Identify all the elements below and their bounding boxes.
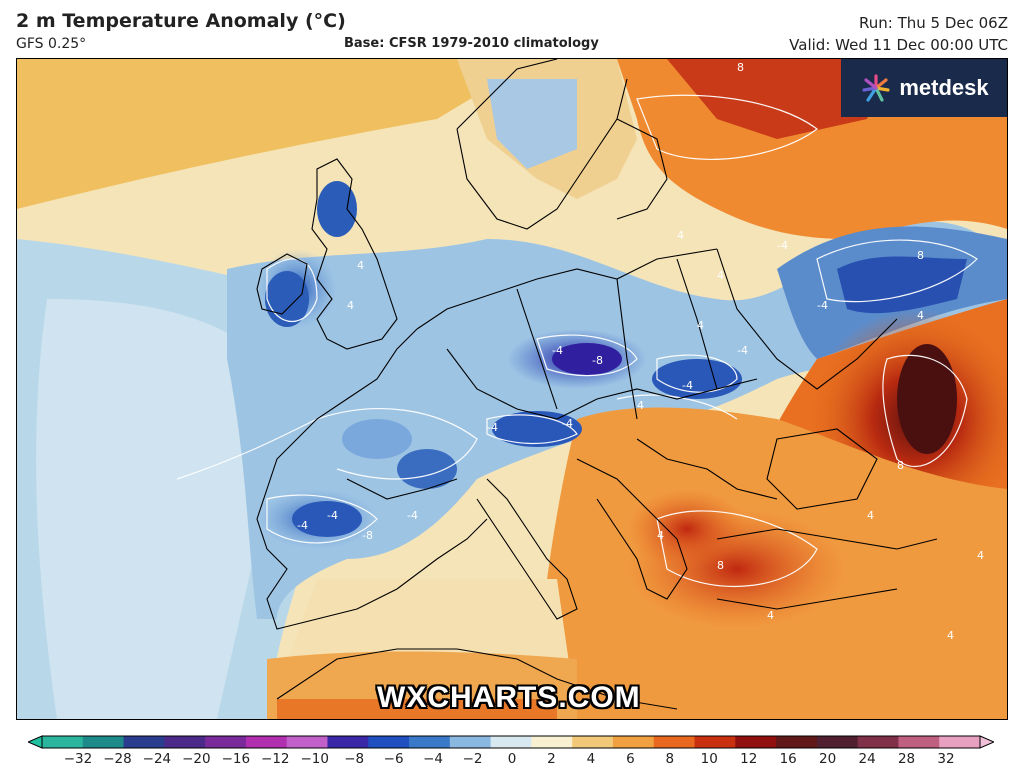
colorbar-segment [694,736,736,748]
colorbar-tick-label: 20 [819,751,837,767]
contour-label: -4 [562,417,573,430]
contour-label: -4 [552,344,563,357]
contour-label: 4 [357,259,364,272]
colorbar-tick-label: 28 [897,751,916,767]
contour-label: -8 [592,354,603,367]
contour-label: 8 [737,61,744,74]
colorbar-tick-label: −16 [221,751,251,767]
colorbar-segment [449,736,492,748]
colorbar-frame [41,735,981,749]
colorbar-tick-label: −24 [142,751,172,767]
colorbar-tick-label: −28 [103,751,132,767]
contour-label: 8 [917,249,924,262]
metdesk-logo: metdesk [841,59,1007,117]
colorbar-tick-label: −6 [383,751,404,767]
model-label: GFS 0.25° [16,36,87,52]
contour-label: -4 [817,299,828,312]
colorbar-segment [82,736,125,748]
colorbar-tick-label: −20 [182,751,211,767]
colorbar-tick-label: 10 [700,751,718,767]
colorbar-segment [653,736,696,748]
colorbar-segment [123,736,165,748]
contour-label: 8 [897,459,904,472]
colorbar-segment [776,736,818,748]
colorbar-tick-label: 0 [507,751,517,767]
colorbar-tick-labels: −32 −28 −24 −20 −16 −12 −10 −8 −6 −4 −2 0 2 4 6 8 10 12 16… [0,751,1024,771]
colorbar-segment [164,736,206,748]
contour-label: 8 [717,559,724,572]
colorbar-tick-label: −4 [423,751,444,767]
contour-label: -4 [777,239,788,252]
colorbar-tick-label: 8 [665,751,675,767]
colorbar-segment [939,736,981,748]
colorbar-segment [368,736,410,748]
metdesk-logo-text: metdesk [899,75,989,100]
colorbar-tick-label: −2 [462,751,483,767]
colorbar-segment [816,736,859,748]
colorbar-segment [245,736,288,748]
colorbar-tick-label: −8 [344,751,365,767]
colorbar-segment [490,736,532,748]
colorbar-segment [286,736,328,748]
colorbar-segment [409,736,451,748]
contour-label: -4 [682,379,693,392]
colorbar-segment [735,736,777,748]
contour-label: 4 [867,509,874,522]
colorbar-segment [42,736,84,748]
contour-label: 4 [657,529,664,542]
contour-label: -8 [362,529,373,542]
contour-label: 4 [717,269,724,282]
colorbar-segment [531,736,573,748]
colorbar-tick-label: −32 [63,751,93,767]
colorbar-tick-label: 6 [626,751,635,767]
contour-label: 4 [637,399,644,412]
contour-label-layer: 8 4 4 4 4 4 8 4 8 -8 -4 -4 -4 -4 -4 -4 -4 -4 -8 -4 -4 4 8 4 4 4 4 4 [297,61,984,642]
contour-label: 4 [947,629,954,642]
colorbar-segment [205,736,247,748]
colorbar-tick-label: 24 [858,751,876,767]
colorbar-tick-label: 16 [779,751,797,767]
contour-label: -4 [487,421,498,434]
contour-label: -4 [407,509,418,522]
colorbar-tick-label: −10 [300,751,329,767]
chart-title: 2 m Temperature Anomaly (°C) [16,10,346,32]
contour-label: -4 [297,519,308,532]
contour-label: 4 [677,229,684,242]
contour-label: 4 [917,309,924,322]
climatology-base-label: Base: CFSR 1979-2010 climatology [344,36,599,51]
contour-label: 4 [767,609,774,622]
anomaly-map: 8 4 4 4 4 4 8 4 8 -8 -4 -4 -4 -4 -4 -4 -4 -4 -8 -4 -4 4 8 4 4 4 4 4… [16,58,1008,720]
run-time-label: Run: Thu 5 Dec 06Z [859,14,1008,32]
colorbar-segment [612,736,655,748]
colorbar-min-arrow [28,735,43,749]
colorbar-segment [857,736,899,748]
colorbar-tick-label: 4 [586,751,596,767]
wxcharts-watermark: WXCHARTS.COM [377,681,641,714]
valid-time-label: Valid: Wed 11 Dec 00:00 UTC [789,36,1008,54]
contour-label: -4 [327,509,338,522]
contour-label: 4 [977,549,984,562]
colorbar-tick-label: −12 [261,751,290,767]
contour-label: 4 [697,319,704,332]
colorbar-tick-label: 12 [740,751,758,767]
contour-label: -4 [737,344,748,357]
map-svg: 8 4 4 4 4 4 8 4 8 -8 -4 -4 -4 -4 -4 -4 -4 -4 -8 -4 -4 4 8 4 4 4 4 4 [17,59,1007,719]
colorbar-max-arrow [979,735,994,749]
contour-label: 4 [347,299,354,312]
colorbar-segment [898,736,940,748]
colorbar-tick-label: 2 [547,751,556,767]
metdesk-burst-icon [862,74,890,102]
colorbar [28,735,994,749]
colorbar-tick-label: 32 [937,751,955,767]
colorbar-segment [572,736,614,748]
colorbar-segment [327,736,369,748]
